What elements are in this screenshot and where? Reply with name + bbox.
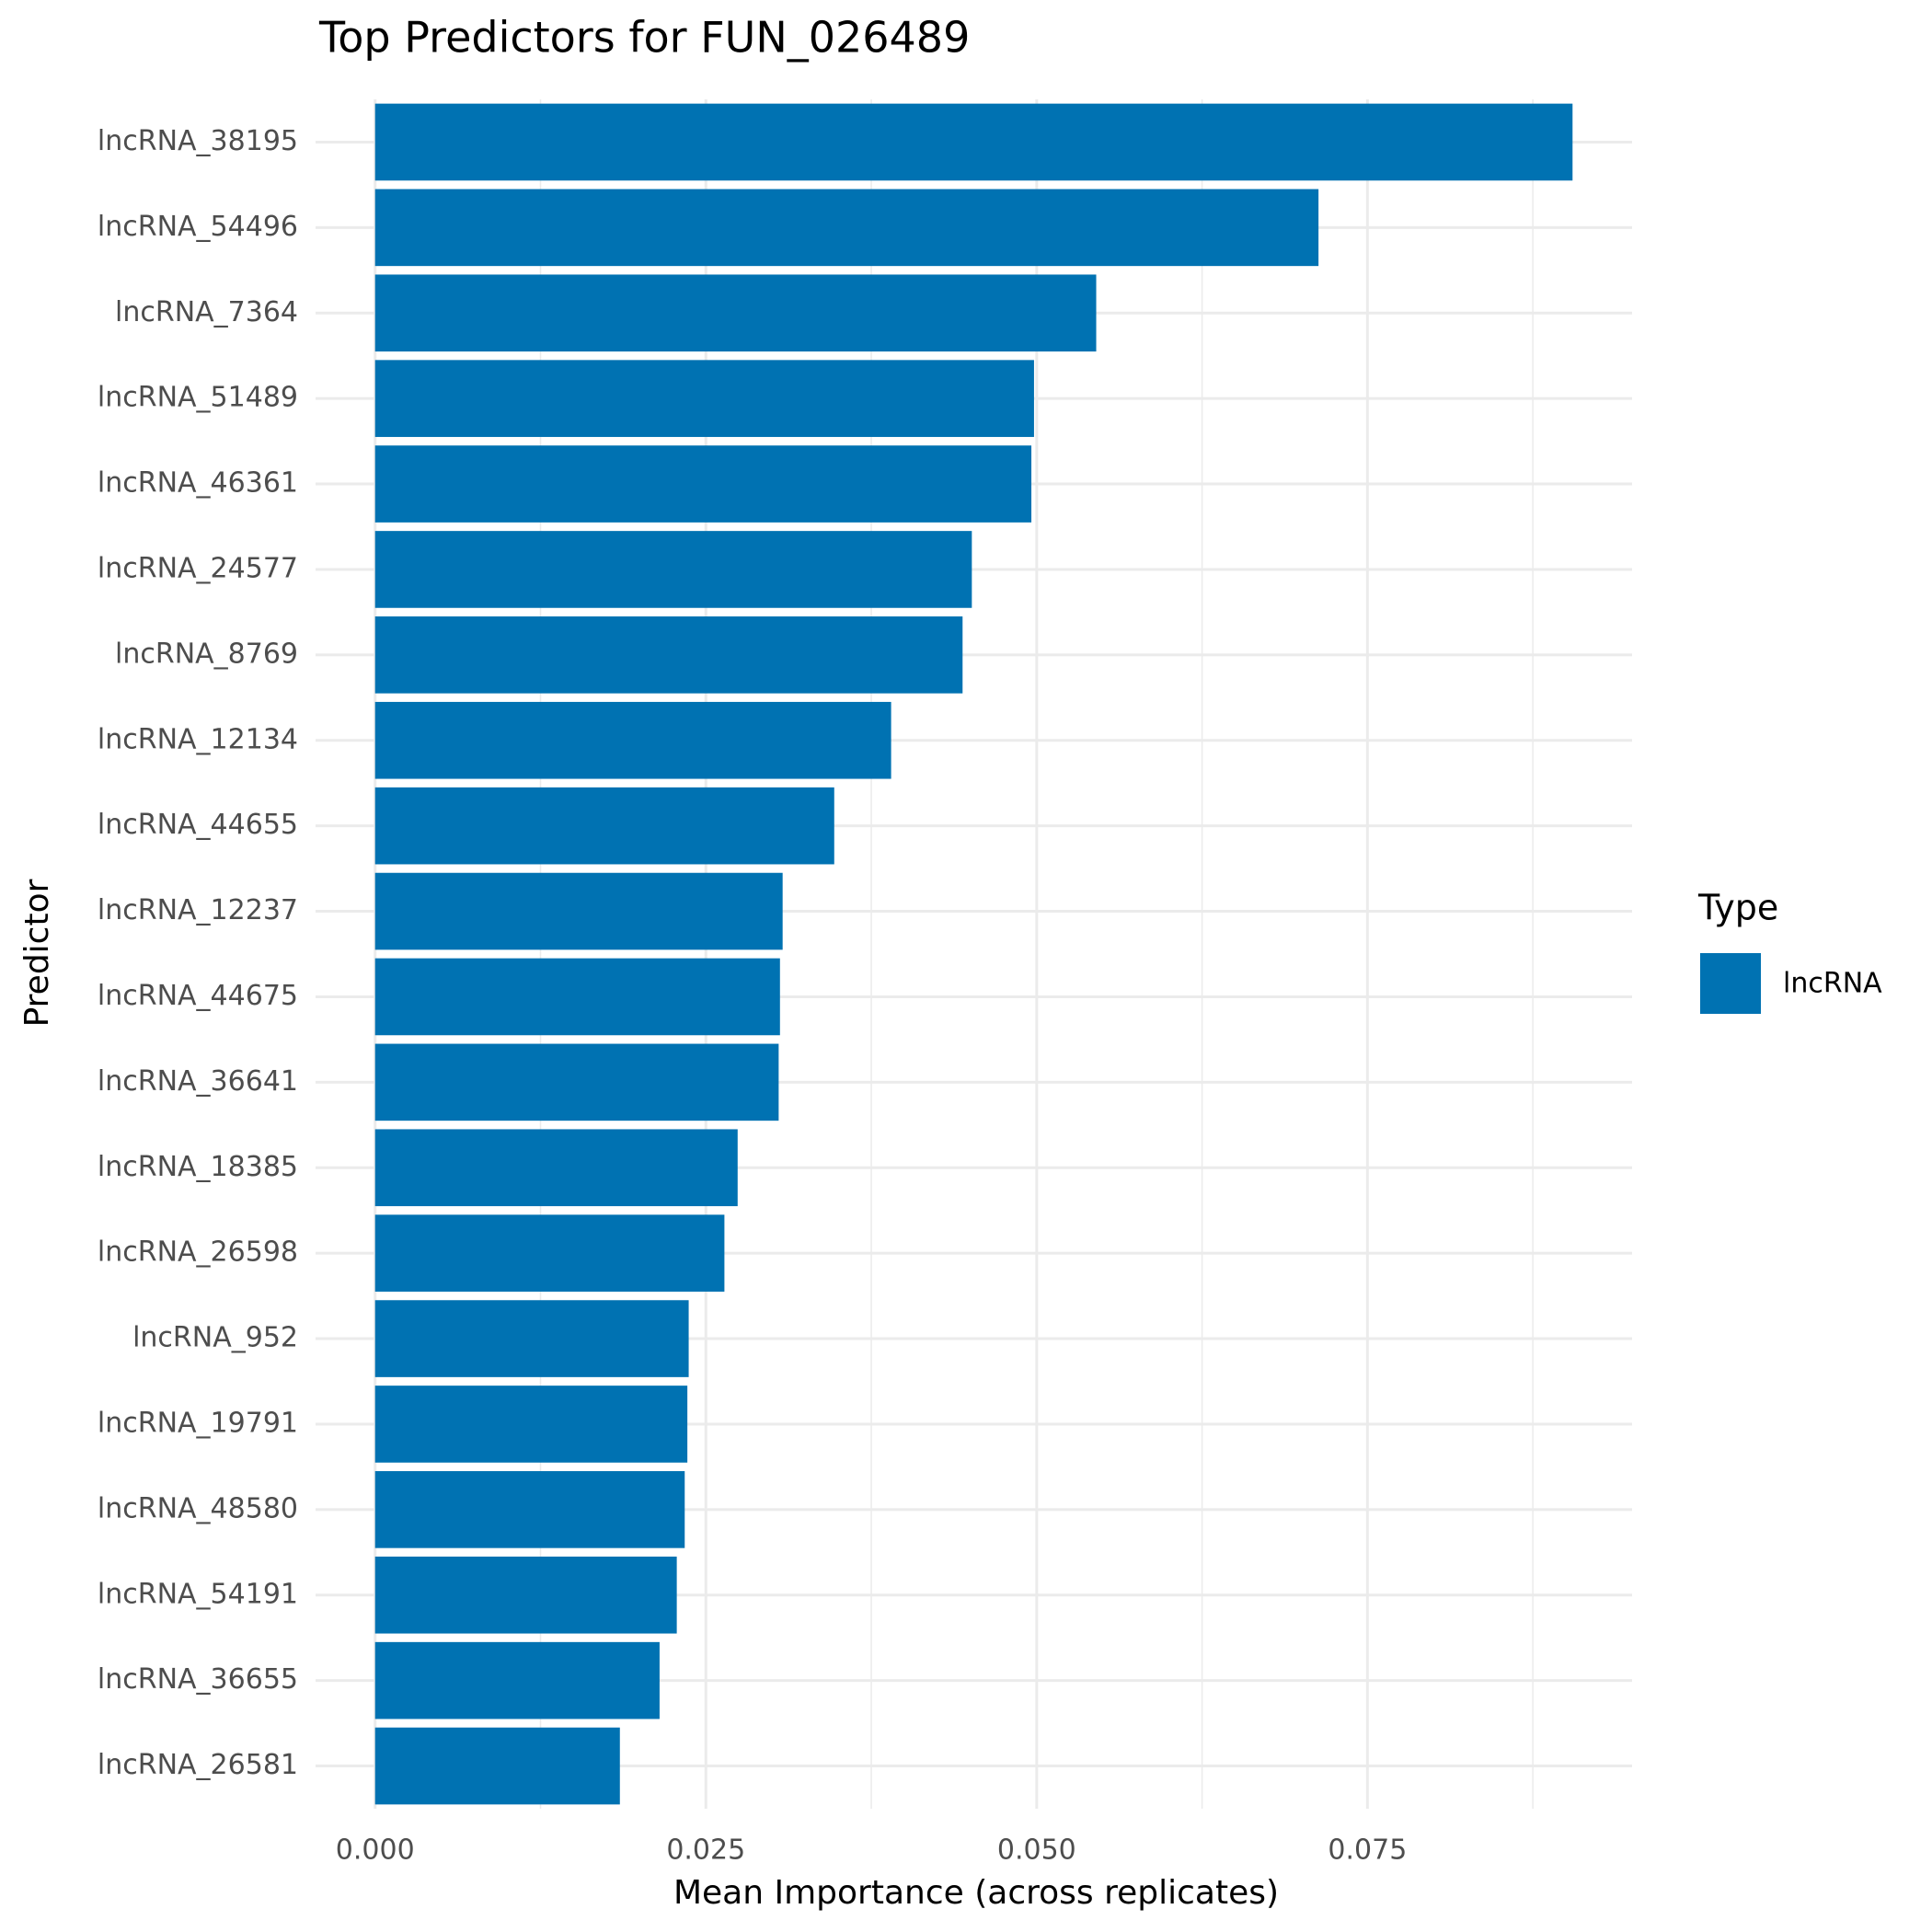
y-tick-label: lncRNA_36655 xyxy=(98,1663,298,1696)
bar xyxy=(374,1556,677,1634)
bar xyxy=(374,360,1034,437)
y-tick-label: lncRNA_7364 xyxy=(115,296,298,328)
y-tick-label: lncRNA_952 xyxy=(132,1322,298,1354)
chart-title: Top Predictors for FUN_026489 xyxy=(318,13,970,63)
y-tick-label: lncRNA_54496 xyxy=(98,211,298,243)
bar xyxy=(374,531,972,608)
bar xyxy=(374,1129,738,1207)
bar xyxy=(374,1641,660,1719)
bar xyxy=(374,445,1032,523)
bar xyxy=(374,1300,689,1377)
bar xyxy=(374,1214,725,1292)
legend-title: Type xyxy=(1697,888,1778,928)
legend-key xyxy=(1700,953,1761,1014)
y-tick-label: lncRNA_24577 xyxy=(98,552,298,584)
bar xyxy=(374,189,1319,267)
y-tick-label: lncRNA_12134 xyxy=(98,723,298,755)
y-tick-label: lncRNA_26598 xyxy=(98,1236,298,1269)
y-tick-label: lncRNA_26581 xyxy=(98,1749,298,1781)
y-tick-label: lncRNA_48580 xyxy=(98,1492,298,1524)
bar xyxy=(374,1727,620,1805)
bar xyxy=(374,1043,779,1121)
y-tick-label: lncRNA_38195 xyxy=(98,125,298,157)
bar xyxy=(374,958,780,1036)
x-tick-label: 0.075 xyxy=(1328,1834,1407,1867)
y-axis-title: Predictor xyxy=(18,879,56,1027)
x-tick-label: 0.000 xyxy=(336,1834,415,1867)
bar xyxy=(374,787,834,865)
y-tick-label: lncRNA_8769 xyxy=(115,638,298,670)
y-tick-label: lncRNA_44675 xyxy=(98,980,298,1012)
bar xyxy=(374,103,1573,181)
y-tick-label: lncRNA_18385 xyxy=(98,1151,298,1183)
bar xyxy=(374,616,963,694)
y-tick-label: lncRNA_46361 xyxy=(98,467,298,500)
y-tick-label: lncRNA_19791 xyxy=(98,1407,298,1439)
x-tick-label: 0.050 xyxy=(997,1834,1076,1867)
y-tick-label: lncRNA_54191 xyxy=(98,1578,298,1610)
bar xyxy=(374,1386,688,1463)
legend-label: lncRNA xyxy=(1783,968,1882,1000)
bar xyxy=(374,872,783,950)
y-tick-label: lncRNA_12237 xyxy=(98,894,298,926)
y-tick-label: lncRNA_44655 xyxy=(98,809,298,841)
bar xyxy=(374,1471,685,1548)
y-tick-label: lncRNA_36641 xyxy=(98,1065,298,1098)
y-tick-label: lncRNA_51489 xyxy=(98,382,298,414)
bar xyxy=(374,701,891,779)
x-axis-title: Mean Importance (across replicates) xyxy=(673,1874,1279,1912)
bar xyxy=(374,274,1097,352)
x-tick-label: 0.025 xyxy=(666,1834,745,1867)
